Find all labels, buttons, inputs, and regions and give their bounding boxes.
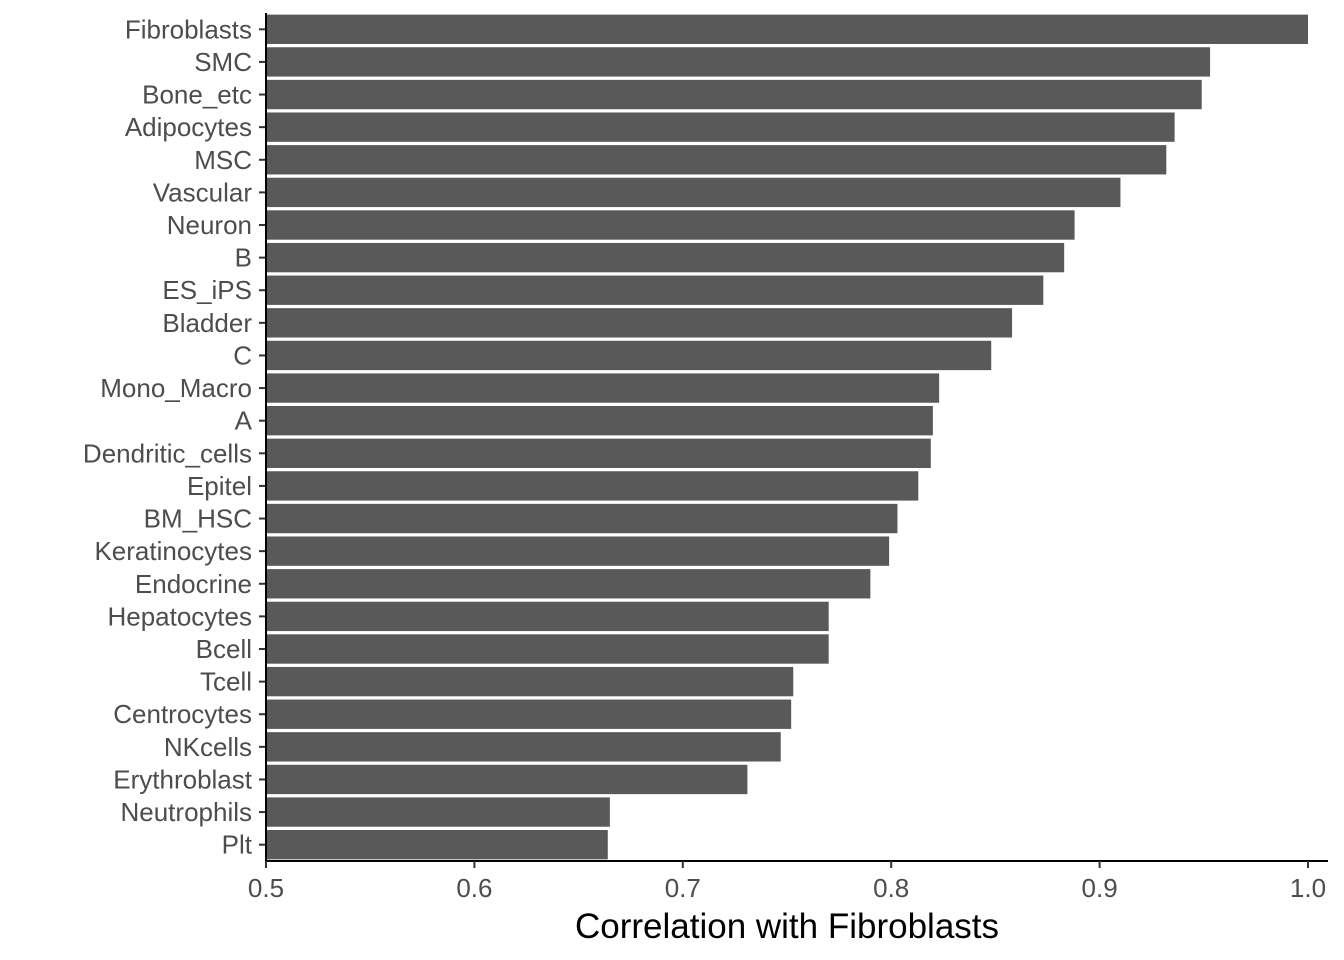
category-label: B [235,243,252,273]
bar-epitel [266,471,919,501]
bar-plt [266,830,608,860]
category-label: ES_iPS [162,275,252,305]
category-label: BM_HSC [144,504,252,534]
category-label: Epitel [187,471,252,501]
x-tick-label: 0.9 [1082,873,1118,903]
category-label: Hepatocytes [107,601,252,631]
bar-adipocytes [266,112,1175,142]
category-label: Plt [222,830,253,860]
category-label: MSC [194,145,252,175]
x-tick-label: 0.7 [665,873,701,903]
category-label: Mono_Macro [100,373,252,403]
bar-tcell [266,666,794,697]
x-tick-label: 1.0 [1290,873,1326,903]
x-axis-tick-labels: 0.5 0.6 0.7 0.8 0.9 1.0 [248,873,1326,903]
category-label: Endocrine [135,569,252,599]
bar-centrocytes [266,699,792,729]
category-label: SMC [194,47,252,77]
bar-bcell [266,634,829,664]
bar-bm-hsc [266,503,898,534]
bar-neutrophils [266,797,610,827]
x-tick-label: 0.6 [456,873,492,903]
bars-group [266,14,1308,860]
bar-neuron [266,210,1075,240]
category-label: Bladder [162,308,252,338]
bar-msc [266,145,1167,175]
category-label: Vascular [153,177,253,207]
bar-mono-macro [266,373,940,403]
category-label: Tcell [200,667,252,697]
category-label: Fibroblasts [125,14,252,44]
x-axis-title: Correlation with Fibroblasts [575,907,999,946]
bar-smc [266,47,1211,77]
x-tick-label: 0.8 [873,873,909,903]
x-axis-ticks [265,861,1309,868]
category-labels: FibroblastsSMCBone_etcAdipocytesMSCVascu… [83,14,253,859]
category-label: A [235,406,253,436]
bar-bladder [266,308,1013,338]
bar-a [266,406,933,436]
bar-nkcells [266,732,781,762]
category-label: Adipocytes [125,112,252,142]
category-label: Dendritic_cells [83,438,252,468]
bar-endocrine [266,569,871,599]
category-label: Erythroblast [113,764,252,794]
category-label: Neutrophils [120,797,252,827]
category-label: Centrocytes [113,699,252,729]
category-label: NKcells [164,732,252,762]
bar-keratinocytes [266,536,890,566]
bar-es-ips [266,275,1044,305]
bar-b [266,242,1065,273]
category-label: Neuron [167,210,252,240]
bar-hepatocytes [266,601,829,632]
category-label: C [233,340,252,370]
bar-fibroblasts [266,14,1308,44]
category-label: Bcell [196,634,252,664]
bar-erythroblast [266,764,748,795]
category-label: Bone_etc [142,80,252,110]
x-tick-label: 0.5 [248,873,284,903]
bar-bone-etc [266,79,1202,110]
bar-dendritic-cells [266,438,931,468]
bar-vascular [266,177,1121,208]
category-label: Keratinocytes [94,536,252,566]
y-axis-ticks [259,28,266,846]
bar-c [266,340,992,371]
